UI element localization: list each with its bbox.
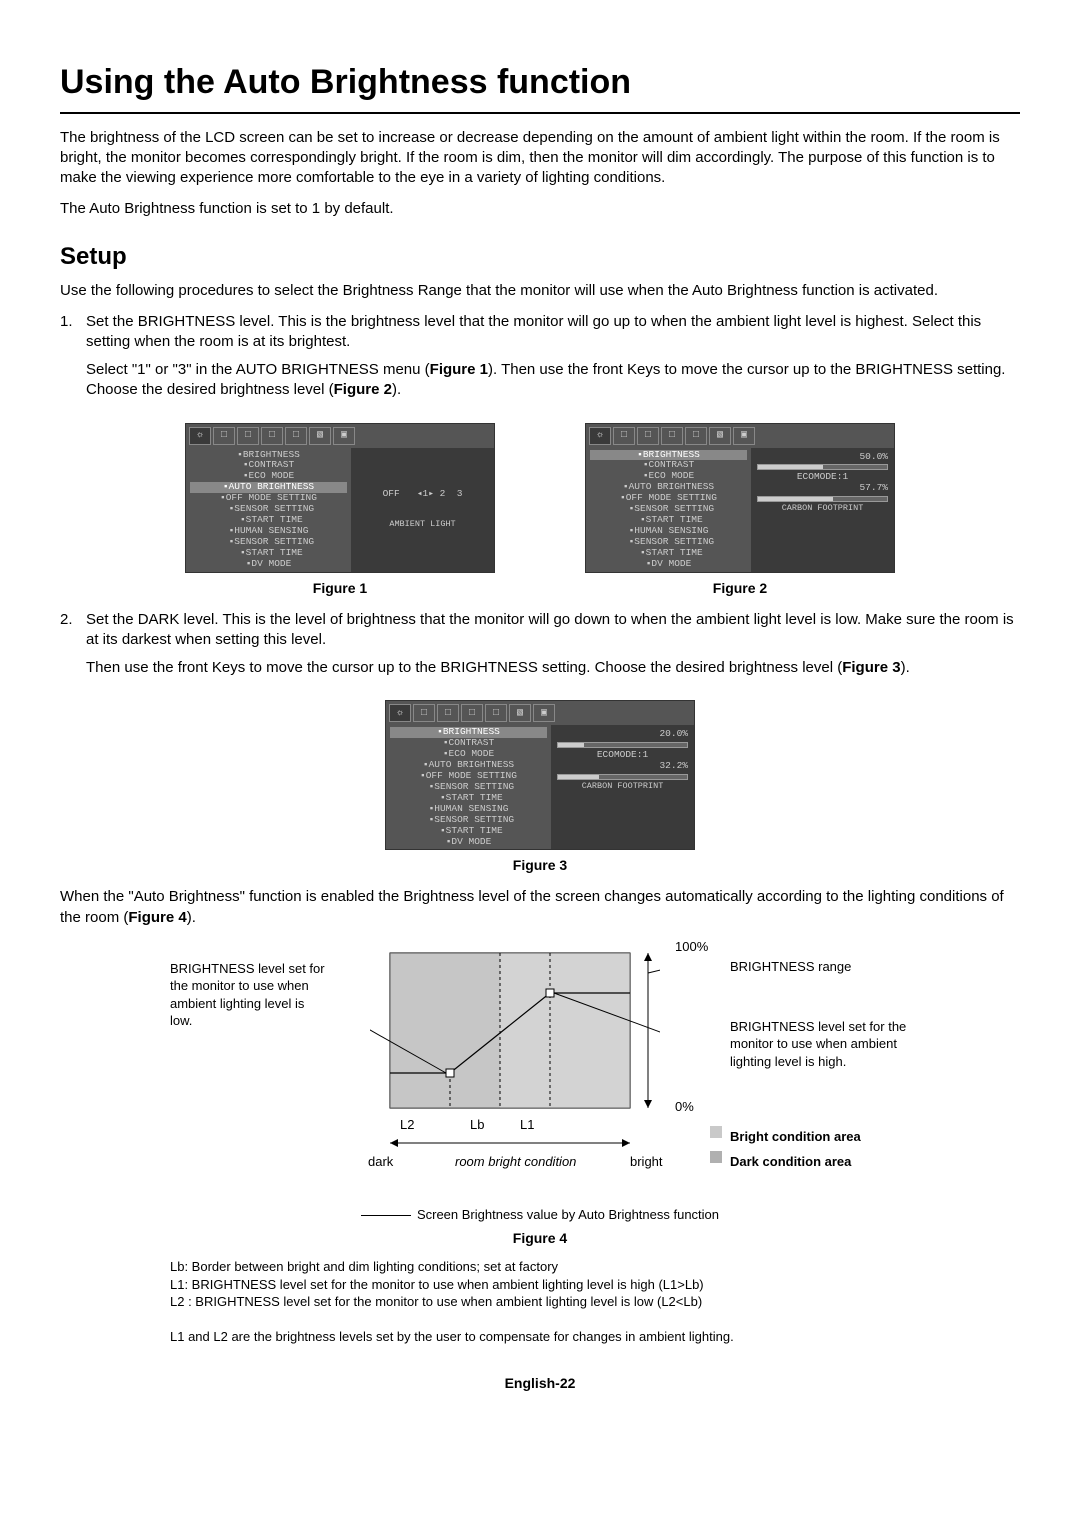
carbon-value: 32.2% (557, 761, 688, 772)
fig4-curve-legend: Screen Brightness value by Auto Brightne… (60, 1206, 1020, 1224)
osd-tab: ▧ (509, 704, 531, 722)
fig4-range-label: BRIGHTNESS range (730, 958, 851, 976)
osd-tab: ▧ (309, 427, 331, 445)
osd-tab: ▣ (733, 427, 755, 445)
step1-text-b: Select "1" or "3" in the AUTO BRIGHTNESS… (86, 360, 1020, 401)
osd-figure-3: ☼□□□□▧▣ ▪BRIGHTNESS▪CONTRAST▪ECO MODE▪AU… (385, 700, 695, 850)
definition-line: L2 : BRIGHTNESS level set for the monito… (170, 1293, 910, 1311)
definition-line: L1: BRIGHTNESS level set for the monitor… (170, 1276, 910, 1294)
carbon-footer: CARBON FOOTPRINT (557, 782, 688, 792)
brightness-value: 50.0% (757, 452, 888, 463)
osd-tab: □ (437, 704, 459, 722)
page-title: Using the Auto Brightness function (60, 60, 1020, 114)
osd-figure-1: ☼□□□□▧▣ ▪BRIGHTNESS▪CONTRAST▪ECO MODE▪AU… (185, 423, 495, 573)
osd-menu-item: ▪START TIME (390, 826, 547, 837)
osd-tab: □ (285, 427, 307, 445)
fig4-bright-area-label: Bright condition area (730, 1128, 861, 1146)
osd-menu-item: ▪SENSOR SETTING (390, 815, 547, 826)
figure-caption: Figure 3 (385, 856, 695, 875)
osd-tab: □ (413, 704, 435, 722)
fig4-tick-l1: L1 (520, 1116, 534, 1134)
figure-caption: Figure 2 (585, 579, 895, 598)
definition-line: L1 and L2 are the brightness levels set … (170, 1328, 910, 1346)
fig4-tick-lb: Lb (470, 1116, 484, 1134)
fig4-high-note: BRIGHTNESS level set for the monitor to … (730, 1018, 920, 1071)
carbon-footer: CARBON FOOTPRINT (757, 504, 888, 514)
osd-tab: ☼ (589, 427, 611, 445)
osd-tab: ▣ (333, 427, 355, 445)
osd-tab: □ (661, 427, 683, 445)
intro-paragraph-1: The brightness of the LCD screen can be … (60, 128, 1020, 189)
fig4-tick-l2: L2 (400, 1116, 414, 1134)
osd-menu-item: ▪DV MODE (390, 837, 547, 848)
setup-intro: Use the following procedures to select t… (60, 281, 1020, 301)
osd-figure-2: ☼□□□□▧▣ ▪BRIGHTNESS▪CONTRAST▪ECO MODE▪AU… (585, 423, 895, 573)
figure-caption: Figure 4 (60, 1229, 1020, 1248)
osd-tab: □ (237, 427, 259, 445)
figure-caption: Figure 1 (185, 579, 495, 598)
osd-tab: ☼ (389, 704, 411, 722)
fig4-left-note: BRIGHTNESS level set for the monitor to … (170, 960, 330, 1030)
after-fig3-text: When the "Auto Brightness" function is e… (60, 887, 1020, 928)
legend-dark-swatch (710, 1151, 722, 1163)
osd-tab: □ (461, 704, 483, 722)
fig4-xaxis-label: room bright condition (455, 1153, 576, 1171)
step2-text-a: Set the DARK level. This is the level of… (86, 610, 1020, 651)
step2-text-b: Then use the front Keys to move the curs… (86, 658, 1020, 678)
carbon-value: 57.7% (757, 483, 888, 494)
osd-tab: ▣ (533, 704, 555, 722)
fig4-bright-label: bright (630, 1153, 663, 1171)
definition-line (170, 1311, 910, 1329)
setup-heading: Setup (60, 241, 1020, 273)
fig4-dark-label: dark (368, 1153, 393, 1171)
osd-tab: □ (637, 427, 659, 445)
step-number: 2. (60, 610, 86, 687)
legend-bright-swatch (710, 1126, 722, 1138)
definition-line: Lb: Border between bright and dim lighti… (170, 1258, 910, 1276)
osd-tab: □ (485, 704, 507, 722)
fig4-definitions: Lb: Border between bright and dim lighti… (170, 1258, 910, 1346)
fig4-0-label: 0% (675, 1098, 694, 1116)
osd-tab: □ (685, 427, 707, 445)
osd-ambient-label: AMBIENT LIGHT (357, 520, 488, 530)
intro-paragraph-2: The Auto Brightness function is set to 1… (60, 199, 1020, 219)
osd-menu-item: ▪DV MODE (590, 559, 747, 570)
fig4-dark-area-label: Dark condition area (730, 1153, 851, 1171)
fig4-100-label: 100% (675, 938, 708, 956)
osd-tab: □ (213, 427, 235, 445)
osd-tab: □ (613, 427, 635, 445)
osd-tab: ▧ (709, 427, 731, 445)
brightness-value: 20.0% (557, 729, 688, 740)
osd-option-line: OFF ◂1▸ 2 3 (357, 489, 488, 500)
step-number: 1. (60, 312, 86, 409)
figure-4-diagram: BRIGHTNESS level set for the monitor to … (170, 938, 910, 1198)
osd-tab: □ (261, 427, 283, 445)
step1-text-a: Set the BRIGHTNESS level. This is the br… (86, 312, 1020, 353)
osd-tab: ☼ (189, 427, 211, 445)
osd-menu-item: ▪DV MODE (190, 559, 347, 570)
page-footer: English-22 (60, 1374, 1020, 1393)
